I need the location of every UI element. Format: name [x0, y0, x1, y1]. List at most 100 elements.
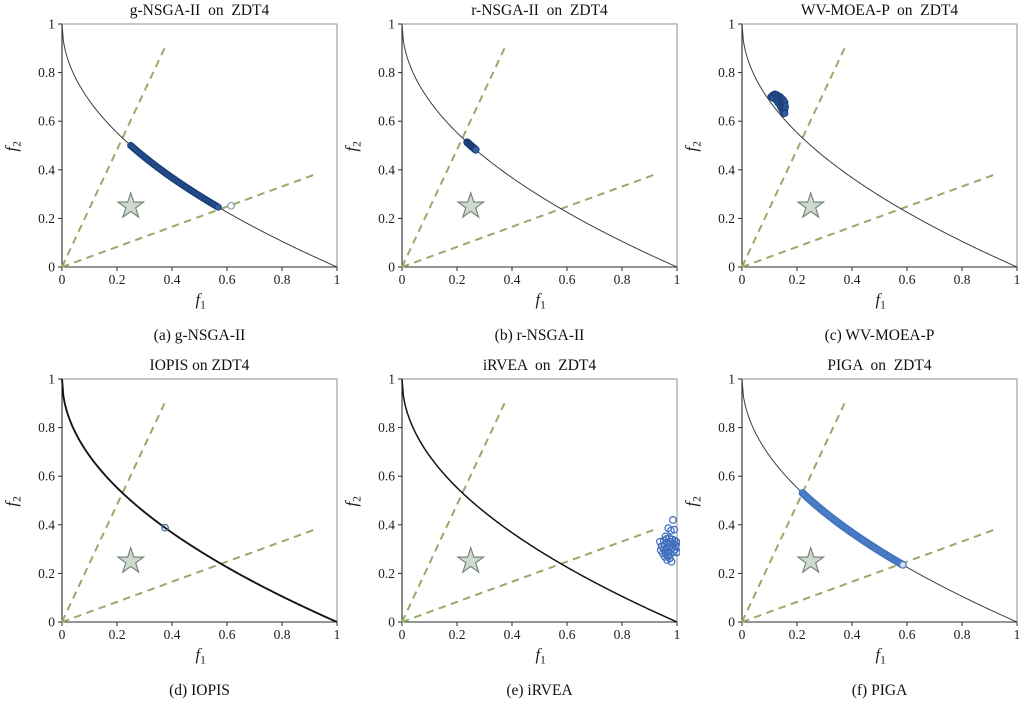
pareto-front-curve — [61, 378, 338, 623]
plot-title-e: iRVEA on ZDT4 — [482, 357, 597, 374]
y-tick-label: 0.6 — [378, 114, 395, 129]
plot-title-c: WV-MOEA-P on ZDT4 — [800, 2, 959, 19]
y-tick-label: 1 — [48, 372, 55, 387]
axes-lines — [61, 379, 337, 623]
x-tick-label: 0.2 — [449, 627, 466, 642]
reference-point-star-icon — [116, 190, 146, 219]
x-tick-label: 0.8 — [954, 627, 971, 642]
x-tick-label: 0 — [399, 272, 406, 287]
reference-point-star-icon — [456, 190, 486, 219]
x-tick-label: 0.4 — [844, 627, 861, 642]
y-tick-label: 0.2 — [378, 566, 395, 581]
preference-cone-line — [741, 527, 999, 623]
preference-cone-line — [401, 527, 659, 623]
y-tick-label: 0.8 — [378, 65, 395, 80]
y-tick-label: 0.6 — [38, 114, 55, 129]
x-axis-label: f1 — [876, 645, 887, 667]
axes-lines — [741, 379, 1017, 623]
plot-title-a: g-NSGA-II on ZDT4 — [129, 2, 270, 19]
axes-box — [741, 23, 1018, 268]
y-axis-label: f2 — [2, 141, 24, 152]
x-tick-label: 0.2 — [109, 627, 126, 642]
x-axis-label: f1 — [536, 290, 547, 312]
y-tick-label: 0 — [48, 260, 55, 275]
plot-title-f: PIGA on ZDT4 — [827, 357, 932, 374]
subplot-a: g-NSGA-II on ZDT4 0 0 0.2 0.2 0.4 0.4 0.6 0.6 0.… — [0, 0, 340, 355]
preference-cone-line — [61, 527, 319, 623]
axes-lines — [61, 24, 337, 268]
pareto-front-curve — [401, 23, 678, 268]
x-tick-label: 0.2 — [449, 272, 466, 287]
data-point — [670, 525, 679, 534]
y-axis-label: f2 — [342, 141, 364, 152]
subplot-c: WV-MOEA-P on ZDT4 0 0 0.2 0.2 0.4 0.4 0.6 0.6 0.… — [680, 0, 1024, 355]
plot-caption-f: (f) PIGA — [851, 682, 908, 699]
y-tick-label: 0.8 — [38, 65, 55, 80]
y-tick-label: 0.4 — [718, 517, 735, 532]
y-tick-label: 1 — [48, 17, 55, 32]
plot-canvas-c: 00 0.2 0.2 0.4 0.4 0.6 0.6 0.8 0.8 1 1 f1 f2 — [682, 17, 1020, 312]
pareto-front-curve — [741, 23, 1018, 268]
data-point — [227, 201, 236, 210]
y-tick-label: 0.6 — [378, 469, 395, 484]
x-tick-label: 0.4 — [164, 272, 181, 287]
preference-cone-line — [401, 398, 508, 623]
y-axis-label: f2 — [682, 496, 704, 507]
plot-title-b: r-NSGA-II on ZDT4 — [471, 2, 608, 19]
y-tick-label: 0.2 — [718, 566, 735, 581]
x-axis-label: f1 — [536, 645, 547, 667]
plot-caption-a: (a) g-NSGA-II — [153, 327, 246, 344]
data-point — [667, 557, 676, 566]
pareto-front-curve — [61, 23, 338, 268]
x-tick-label: 0.4 — [504, 272, 521, 287]
plot-canvas-e: 00 0.2 0.2 0.4 0.4 0.6 0.6 0.8 0.8 1 1 f1 f2 — [342, 372, 680, 667]
subplot-d: IOPIS on ZDT4 0 0 0.2 0.2 0.4 0.4 0.6 0.6 0.8 0.8… — [0, 355, 340, 713]
data-point — [668, 516, 677, 524]
y-axis-label: f2 — [342, 496, 364, 507]
y-tick-label: 0.8 — [718, 420, 735, 435]
x-tick-label: 0.6 — [219, 272, 236, 287]
axes-lines — [401, 379, 677, 623]
y-tick-label: 0.6 — [718, 469, 735, 484]
x-tick-label: 1 — [1014, 627, 1020, 642]
data-point — [781, 109, 789, 117]
y-tick-label: 0.4 — [38, 162, 55, 177]
subplot-f: PIGA on ZDT4 0 0 0.2 0.2 0.4 0.4 0.6 0.6 0.8 0.8 1… — [680, 355, 1024, 713]
plot-canvas-a: 00 0.2 0.2 0.4 0.4 0.6 0.6 0.8 0.8 1 1 f1 f2 — [2, 17, 340, 312]
x-axis-label: f1 — [196, 290, 207, 312]
y-tick-label: 1 — [388, 17, 395, 32]
x-tick-label: 1 — [674, 627, 680, 642]
y-tick-label: 0.8 — [378, 420, 395, 435]
y-tick-label: 1 — [728, 17, 735, 32]
y-tick-label: 0.4 — [718, 162, 735, 177]
data-point — [471, 145, 480, 154]
axes-box — [61, 23, 338, 268]
y-tick-label: 0.4 — [378, 517, 395, 532]
y-tick-label: 0.4 — [378, 162, 395, 177]
x-tick-label: 0.4 — [504, 627, 521, 642]
data-point — [161, 523, 169, 532]
x-tick-label: 0.8 — [274, 627, 291, 642]
y-tick-label: 0 — [388, 260, 395, 275]
x-tick-label: 0 — [399, 627, 406, 642]
axes-lines — [401, 24, 677, 268]
x-tick-label: 1 — [334, 627, 340, 642]
x-tick-label: 0.6 — [899, 272, 916, 287]
axes-box — [401, 23, 678, 268]
x-tick-label: 0 — [739, 272, 746, 287]
preference-cone-line — [741, 398, 848, 623]
preference-cone-line — [401, 43, 508, 268]
x-tick-label: 0.8 — [954, 272, 971, 287]
preference-cone-line — [61, 172, 319, 268]
reference-point-star-icon — [116, 545, 146, 574]
y-tick-label: 0.4 — [38, 517, 55, 532]
y-tick-label: 0.2 — [378, 211, 395, 226]
data-point — [671, 541, 680, 550]
x-axis-label: f1 — [876, 290, 887, 312]
x-tick-label: 0.4 — [164, 627, 181, 642]
plot-caption-d: (d) IOPIS — [169, 682, 230, 699]
y-tick-label: 0 — [388, 615, 395, 630]
y-tick-label: 0 — [728, 615, 735, 630]
y-tick-label: 0.8 — [38, 420, 55, 435]
